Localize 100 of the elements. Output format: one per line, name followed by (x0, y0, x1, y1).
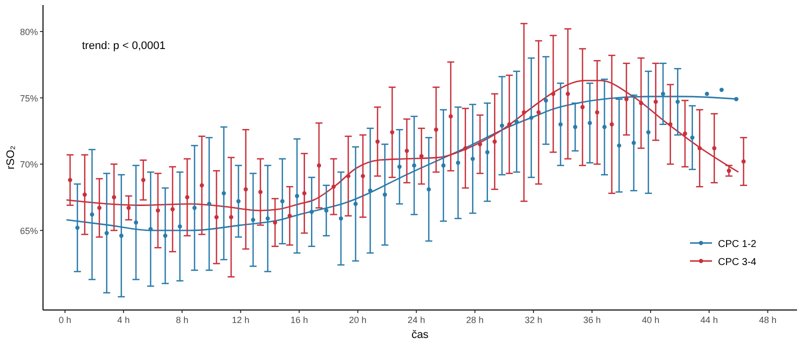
point (338, 216, 344, 221)
point (75, 226, 80, 230)
point (654, 100, 658, 104)
point (588, 120, 592, 126)
legend-label: CPC 3-4 (718, 257, 757, 268)
point (690, 136, 694, 140)
point (390, 130, 394, 134)
point (178, 224, 182, 229)
point (419, 154, 424, 158)
point (704, 92, 710, 96)
point (302, 191, 306, 196)
y-axis-title: rSO₂ (5, 146, 17, 170)
point (360, 174, 366, 178)
point (507, 122, 512, 126)
point (126, 206, 131, 210)
point (566, 92, 570, 96)
point (529, 116, 534, 120)
point (638, 101, 644, 106)
point (214, 215, 219, 220)
y-tick-label: 75% (20, 93, 38, 104)
point (698, 146, 702, 150)
point (316, 163, 322, 168)
point (170, 207, 175, 212)
point (236, 199, 241, 204)
point (222, 191, 226, 196)
point (280, 199, 284, 204)
point (112, 195, 116, 200)
point (558, 122, 563, 126)
point (294, 194, 300, 198)
x-tick-label: 20 h (349, 315, 367, 325)
point (148, 227, 153, 232)
point (485, 150, 490, 154)
point (68, 178, 72, 182)
point (382, 192, 387, 197)
point (719, 88, 724, 92)
point (660, 92, 666, 96)
point (346, 174, 350, 178)
point (441, 163, 446, 168)
point (404, 148, 409, 153)
point (463, 146, 468, 150)
point (456, 160, 460, 165)
point (580, 105, 585, 110)
point (668, 122, 672, 126)
point (375, 139, 380, 144)
x-tick-label: 48 h (758, 315, 776, 325)
point (207, 202, 212, 206)
point (536, 110, 541, 115)
point (522, 110, 526, 115)
point (448, 114, 453, 118)
point (426, 187, 431, 192)
point (272, 220, 278, 225)
point (610, 122, 614, 126)
x-tick-label: 24 h (408, 315, 426, 325)
point (266, 216, 270, 221)
point (90, 212, 94, 217)
point (573, 124, 578, 130)
point (551, 92, 556, 96)
point (324, 208, 328, 213)
x-tick-label: 0 h (58, 315, 72, 325)
point (412, 163, 416, 168)
point (544, 98, 548, 103)
x-tick-label: 40 h (642, 315, 660, 325)
x-tick-label: 28 h (466, 315, 484, 325)
point (712, 146, 716, 150)
point (470, 156, 475, 161)
annotation: trend: p < 0,0001 (82, 40, 166, 52)
point (258, 190, 263, 194)
x-tick-label: 8 h (176, 315, 188, 325)
y-tick-label: 70% (20, 160, 38, 170)
point (185, 195, 190, 200)
x-tick-label: 44 h (700, 315, 718, 325)
x-tick-label: 4 h (117, 315, 130, 325)
point (734, 97, 738, 102)
point (163, 234, 168, 238)
point (434, 128, 438, 132)
point (244, 187, 248, 192)
point (397, 164, 402, 169)
x-tick-label: 16 h (290, 315, 308, 325)
point (104, 230, 109, 236)
point (676, 100, 680, 104)
point (141, 178, 146, 182)
point (368, 188, 372, 193)
point (624, 97, 629, 102)
point (156, 208, 160, 213)
point (250, 218, 256, 222)
y-tick-label: 80% (20, 27, 38, 38)
point (741, 159, 746, 164)
point (82, 192, 87, 197)
point (134, 220, 138, 225)
point (602, 124, 607, 130)
point (726, 168, 732, 173)
point (492, 139, 497, 144)
y-tick-label: 65% (20, 226, 38, 236)
point (617, 143, 622, 148)
point (200, 183, 204, 188)
point (595, 110, 600, 115)
point (119, 234, 124, 238)
point (478, 142, 482, 146)
point (500, 124, 504, 128)
point (353, 202, 358, 206)
